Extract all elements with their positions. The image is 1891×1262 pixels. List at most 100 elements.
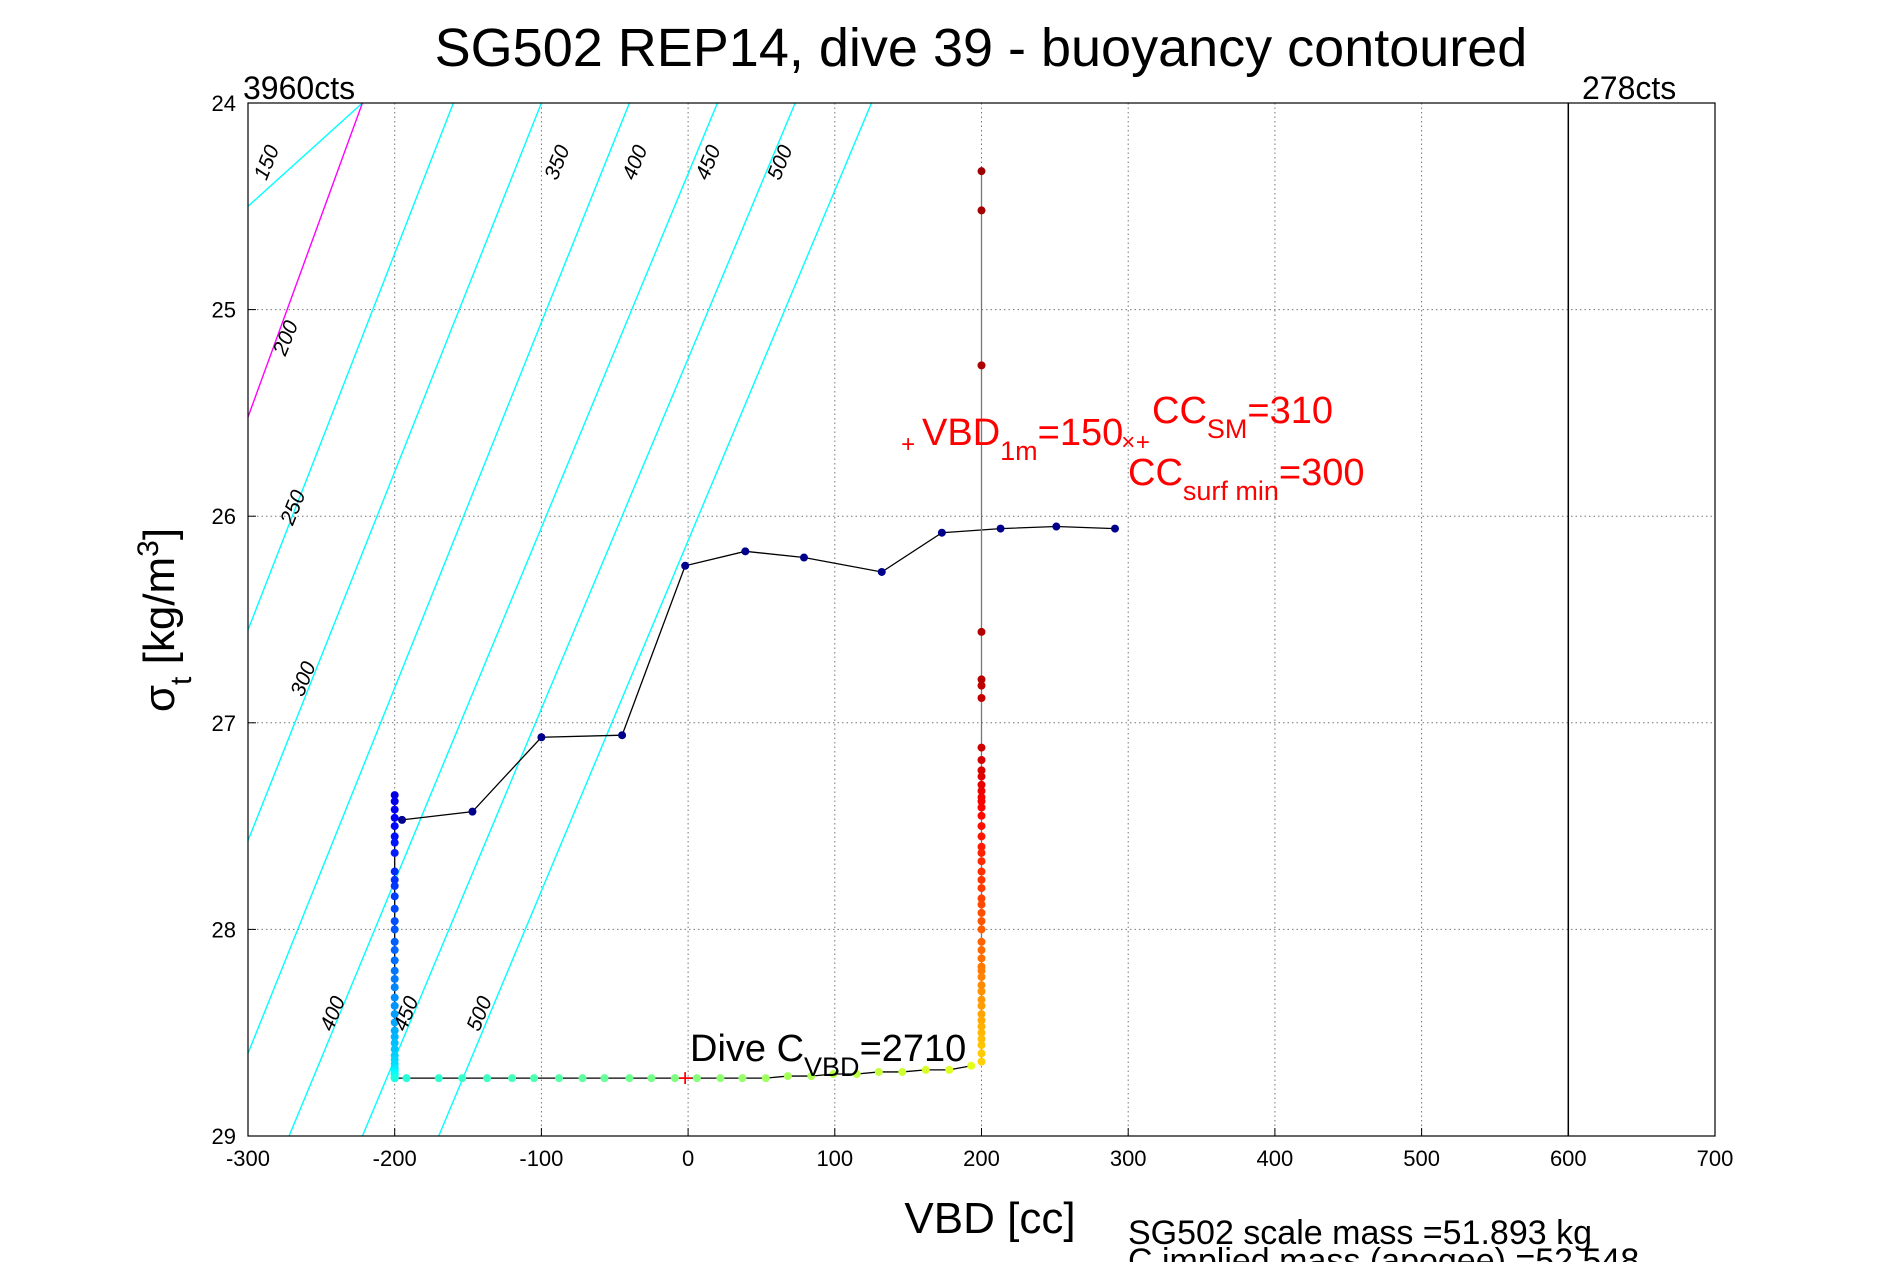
data-point: [600, 1074, 609, 1083]
data-point: [390, 1045, 399, 1054]
data-point: [434, 1074, 443, 1083]
data-point: [977, 1041, 986, 1050]
data-point: [996, 524, 1005, 533]
data-point: [670, 1074, 679, 1083]
contour-label: 300: [286, 658, 321, 699]
data-point: [977, 867, 986, 876]
data-point: [390, 1026, 399, 1035]
data-point: [508, 1074, 517, 1083]
data-point: [977, 900, 986, 909]
y-axis-sigma-sub: t: [165, 676, 198, 685]
x-tick-label: 200: [963, 1146, 1000, 1171]
data-point: [977, 361, 986, 370]
data-point: [977, 917, 986, 926]
data-point: [977, 981, 986, 990]
vbd-1m-value: =150: [1038, 412, 1124, 454]
series-points: [390, 167, 1119, 1083]
data-point: [390, 1001, 399, 1010]
y-tick-label: 27: [212, 711, 236, 736]
data-point: [555, 1074, 564, 1083]
x-tick-label: -100: [519, 1146, 563, 1171]
x-tick-label: 0: [682, 1146, 694, 1171]
data-point: [977, 894, 986, 903]
y-axis-unit: [kg/m: [135, 557, 184, 677]
dive-cvbd-annotation: Dive CVBD=2710: [690, 1028, 966, 1082]
data-point: [977, 766, 986, 775]
contour-label: 500: [462, 993, 497, 1034]
x-axis-title: VBD [cc]: [904, 1194, 1075, 1243]
data-point: [977, 832, 986, 841]
cc-sm-value: =310: [1247, 390, 1333, 432]
contour-line: [248, 103, 363, 207]
contour-label: 350: [540, 142, 575, 183]
data-point: [977, 908, 986, 917]
data-point: [977, 842, 986, 851]
data-point: [977, 954, 986, 963]
contour-line: [248, 103, 364, 418]
data-point: [390, 832, 399, 841]
data-point: [468, 807, 477, 816]
data-point: [458, 1074, 467, 1083]
data-point: [945, 1065, 954, 1074]
data-point: [390, 822, 399, 831]
vbd-1m-main: VBD: [922, 412, 1000, 454]
data-point: [390, 805, 399, 814]
data-point: [977, 946, 986, 955]
contour-label: 150: [250, 142, 285, 183]
series-lines: [394, 171, 1116, 1079]
y-axis-title: σt [kg/m3]: [132, 528, 198, 712]
cc-surf-value: =300: [1279, 452, 1365, 494]
right-cts-label: 278cts: [1582, 70, 1676, 106]
data-point: [877, 567, 886, 576]
data-point: [390, 917, 399, 926]
data-point: [390, 946, 399, 955]
chart-title: SG502 REP14, dive 39 - buoyancy contoure…: [435, 18, 1528, 78]
cc-surf-main: CC: [1128, 452, 1183, 494]
data-point: [977, 675, 986, 684]
series-line: [401, 525, 1116, 821]
vbd-1m-annotation: VBD1m=150: [922, 412, 1123, 466]
data-point: [390, 993, 399, 1002]
data-point: [398, 815, 407, 824]
data-point: [390, 882, 399, 891]
data-point: [390, 892, 399, 901]
data-point: [390, 974, 399, 983]
data-point: [530, 1074, 539, 1083]
data-point: [977, 1010, 986, 1019]
reference-markers: + × ++: [678, 429, 1150, 1092]
data-point: [977, 755, 986, 764]
data-point: [390, 904, 399, 913]
data-point: [537, 733, 546, 742]
x-tick-label: 700: [1697, 1146, 1734, 1171]
data-point: [977, 822, 986, 831]
data-point: [390, 1039, 399, 1048]
data-point: [977, 1034, 986, 1043]
y-axis-sigma: σ: [135, 685, 184, 712]
data-point: [977, 167, 986, 176]
x-tick-label: 400: [1257, 1146, 1294, 1171]
x-tick-label: 500: [1403, 1146, 1440, 1171]
cc-surf-min-annotation: CCsurf min=300: [1128, 452, 1365, 506]
data-point: [738, 1074, 747, 1083]
data-point: [1052, 522, 1061, 531]
x-tick-label: 600: [1550, 1146, 1587, 1171]
contour-label: 450: [691, 142, 726, 183]
data-point: [977, 857, 986, 866]
data-point: [977, 925, 986, 934]
y-axis-unit-sup: 3: [132, 540, 165, 557]
data-point: [390, 1032, 399, 1041]
data-point: [390, 966, 399, 975]
data-point: [977, 1028, 986, 1037]
data-point: [852, 1070, 861, 1079]
data-point: [977, 772, 986, 781]
y-tick-label: 25: [212, 298, 236, 323]
x-tick-label: 300: [1110, 1146, 1147, 1171]
data-point: [977, 786, 986, 795]
data-point: [977, 780, 986, 789]
data-point: [874, 1067, 883, 1076]
data-point: [799, 553, 808, 562]
reference-marker: +: [678, 1065, 692, 1092]
contour-line: [438, 103, 873, 1136]
data-point: [692, 1074, 701, 1083]
